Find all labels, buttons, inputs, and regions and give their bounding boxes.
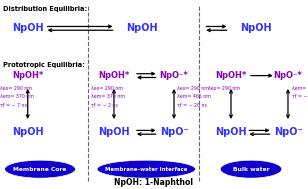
Text: Membrane–water Interface: Membrane–water Interface bbox=[105, 167, 188, 172]
Ellipse shape bbox=[5, 160, 75, 178]
Text: λem= 370 nm: λem= 370 nm bbox=[91, 94, 125, 99]
Text: Prototropic Equilibria:: Prototropic Equilibria: bbox=[3, 62, 85, 68]
Text: Distribution Equilibria:: Distribution Equilibria: bbox=[3, 6, 87, 12]
Text: NpO⁻: NpO⁻ bbox=[274, 127, 302, 137]
Text: τf = ~ 7 ns: τf = ~ 7 ns bbox=[0, 103, 27, 108]
Text: NpOH: NpOH bbox=[98, 127, 130, 137]
Text: Bulk water: Bulk water bbox=[233, 167, 269, 172]
Ellipse shape bbox=[97, 160, 196, 178]
Text: λem= 465 nm: λem= 465 nm bbox=[177, 94, 211, 99]
Text: NpOH: NpOH bbox=[215, 127, 247, 137]
Text: Membrane Core: Membrane Core bbox=[13, 167, 67, 172]
Text: τf = ~ 20 ns: τf = ~ 20 ns bbox=[177, 103, 207, 108]
Text: NpOH: NpOH bbox=[12, 23, 43, 33]
Text: λex= 290 nm: λex= 290 nm bbox=[91, 86, 123, 91]
Text: NpOH*: NpOH* bbox=[12, 71, 43, 80]
Text: τf = ~ 8 ns: τf = ~ 8 ns bbox=[292, 94, 308, 99]
Text: NpOH*: NpOH* bbox=[98, 71, 130, 80]
Text: NpO⁻*: NpO⁻* bbox=[274, 71, 302, 80]
Text: λex= 290 nm: λex= 290 nm bbox=[177, 86, 209, 91]
Text: NpOH: NpOH bbox=[12, 127, 43, 137]
Text: NpOH: NpOH bbox=[240, 23, 271, 33]
Text: NpO⁻*: NpO⁻* bbox=[160, 71, 188, 80]
Text: τf = ~ 2 ns: τf = ~ 2 ns bbox=[91, 103, 118, 108]
Text: λex= 290 nm: λex= 290 nm bbox=[0, 86, 32, 91]
Ellipse shape bbox=[220, 160, 282, 178]
Text: NpOH*: NpOH* bbox=[215, 71, 247, 80]
Text: NpOH: 1-Naphthol: NpOH: 1-Naphthol bbox=[115, 178, 193, 187]
Text: NpOH: NpOH bbox=[126, 23, 157, 33]
Text: λem= 470 nm: λem= 470 nm bbox=[292, 86, 308, 91]
Text: λex= 290 nm: λex= 290 nm bbox=[208, 86, 240, 91]
Text: NpO⁻: NpO⁻ bbox=[160, 127, 188, 137]
Text: λem= 370 nm: λem= 370 nm bbox=[0, 94, 34, 99]
